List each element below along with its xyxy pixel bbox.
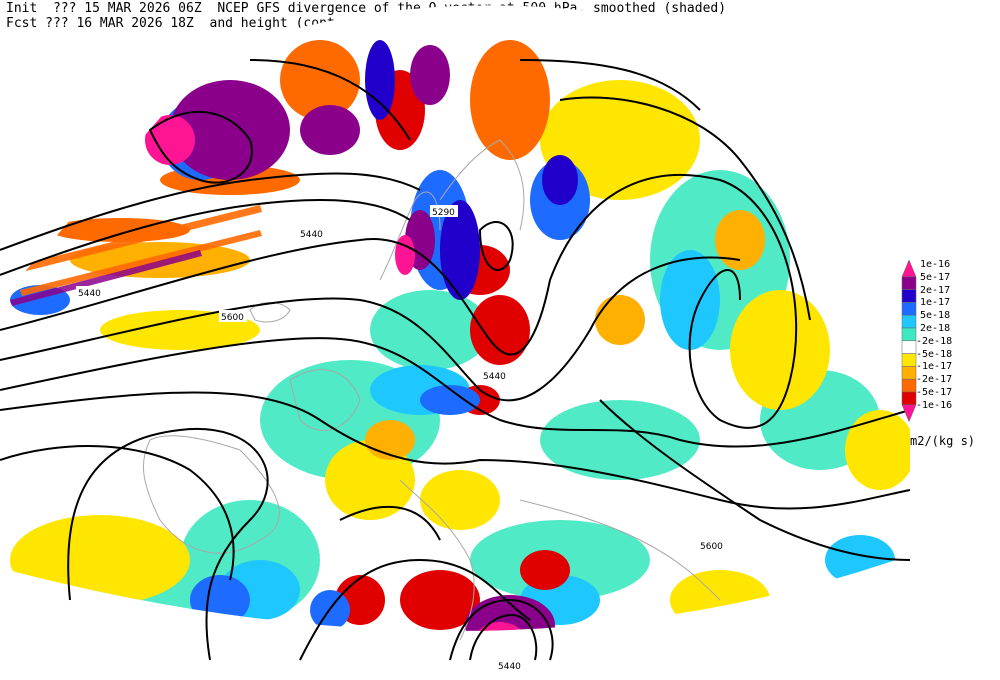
legend-label: -5e-17 — [916, 387, 953, 398]
contour-label-5440: 5440 — [78, 289, 101, 299]
legend-label: 1e-17 — [920, 297, 951, 309]
colorbar-swatch — [901, 327, 917, 342]
contour-labels: 5290 5440 5440 5440 5440 5600 5600 — [76, 205, 726, 672]
colorbar-swatch — [901, 353, 917, 367]
colorbar-swatch — [901, 378, 917, 393]
height-contours — [0, 59, 911, 661]
contour-label-5600: 5600 — [700, 542, 723, 552]
contour-label-5440: 5440 — [483, 372, 506, 382]
colorbar-swatch — [901, 366, 917, 380]
legend-label: -2e-17 — [916, 374, 953, 386]
contour-label-5440: 5440 — [300, 230, 323, 240]
legend-label: -5e-18 — [916, 348, 953, 360]
colorbar-swatch — [901, 302, 917, 316]
colorbar-swatch — [901, 340, 917, 354]
legend-label: 2e-17 — [920, 284, 951, 296]
legend-units: m2/(kg s) — [910, 434, 976, 448]
legend-label: -2e-18 — [916, 335, 953, 347]
colorbar-swatch — [901, 391, 917, 406]
colorbar — [901, 259, 917, 423]
legend-label: -1e-17 — [916, 361, 953, 373]
contour-label-5440: 5440 — [498, 662, 521, 672]
legend-label: 1e-16 — [920, 259, 951, 270]
legend-label: -1e-16 — [916, 399, 953, 411]
contour-label-5290: 5290 — [432, 208, 455, 218]
legend-label: 5e-18 — [920, 310, 951, 322]
legend-label: 2e-18 — [920, 323, 951, 334]
legend-label: 5e-17 — [920, 271, 951, 283]
colorbar-swatch — [901, 404, 917, 423]
colorbar-swatch — [901, 289, 917, 303]
colorbar-swatch — [901, 314, 917, 329]
colorbar-swatch — [901, 259, 917, 278]
colorbar-swatch — [901, 276, 917, 290]
contour-label-5600: 5600 — [221, 313, 244, 323]
